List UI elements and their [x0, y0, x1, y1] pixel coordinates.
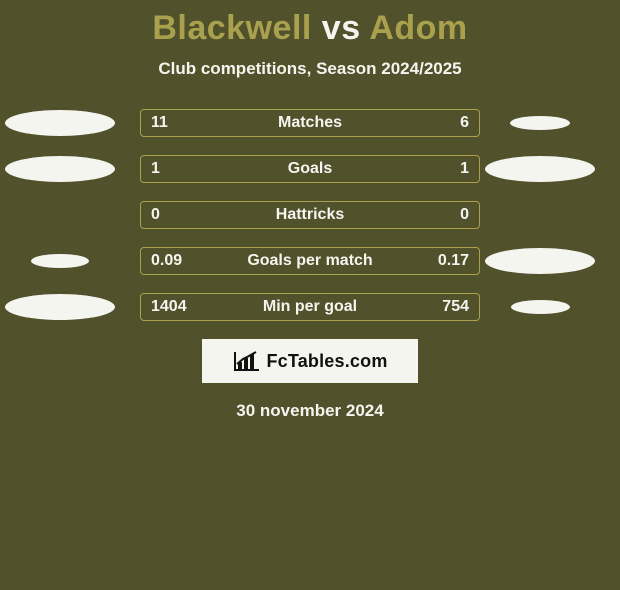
player2-name: Adom — [369, 9, 467, 47]
logo-text: FcTables.com — [266, 351, 387, 372]
ellipse-right — [485, 248, 595, 274]
stat-label: Goals per match — [247, 252, 372, 270]
stat-bar: 1 Goals 1 — [140, 155, 480, 183]
stat-row: 0.09 Goals per match 0.17 — [0, 247, 620, 275]
stat-label: Min per goal — [263, 298, 357, 316]
subtitle: Club competitions, Season 2024/2025 — [0, 59, 620, 79]
stat-value-right: 6 — [460, 114, 469, 132]
stat-value-right: 0 — [460, 206, 469, 224]
vs-text: vs — [322, 9, 361, 47]
ellipse-right — [485, 156, 595, 182]
stat-value-left: 11 — [151, 114, 168, 132]
stat-bar: 1404 Min per goal 754 — [140, 293, 480, 321]
stat-value-left: 1 — [151, 160, 160, 178]
bar-chart-icon — [232, 350, 260, 372]
stat-bar: 0.09 Goals per match 0.17 — [140, 247, 480, 275]
date-text: 30 november 2024 — [0, 401, 620, 421]
comparison-title: Blackwell vs Adom — [0, 10, 620, 47]
stat-value-left: 0.09 — [151, 252, 182, 270]
ellipse-right — [511, 300, 570, 314]
ellipse-left — [31, 254, 89, 268]
stats-container: 11 Matches 6 1 Goals 1 0 Hattricks 0 0.09 Goals pe… — [0, 109, 620, 321]
stat-value-right: 754 — [442, 298, 469, 316]
stat-value-left: 0 — [151, 206, 160, 224]
stat-row: 1 Goals 1 — [0, 155, 620, 183]
stat-row: 11 Matches 6 — [0, 109, 620, 137]
ellipse-right — [510, 116, 570, 130]
player1-name: Blackwell — [152, 9, 311, 47]
stat-row: 0 Hattricks 0 — [0, 201, 620, 229]
stat-bar: 11 Matches 6 — [140, 109, 480, 137]
stat-row: 1404 Min per goal 754 — [0, 293, 620, 321]
stat-value-right: 0.17 — [438, 252, 469, 270]
ellipse-left — [5, 110, 115, 136]
ellipse-left — [5, 294, 115, 320]
ellipse-left — [5, 156, 115, 182]
stat-label: Matches — [278, 114, 342, 132]
stat-value-left: 1404 — [151, 298, 187, 316]
stat-label: Hattricks — [276, 206, 344, 224]
source-logo: FcTables.com — [202, 339, 418, 383]
stat-label: Goals — [288, 160, 332, 178]
stat-bar: 0 Hattricks 0 — [140, 201, 480, 229]
stat-value-right: 1 — [460, 160, 469, 178]
